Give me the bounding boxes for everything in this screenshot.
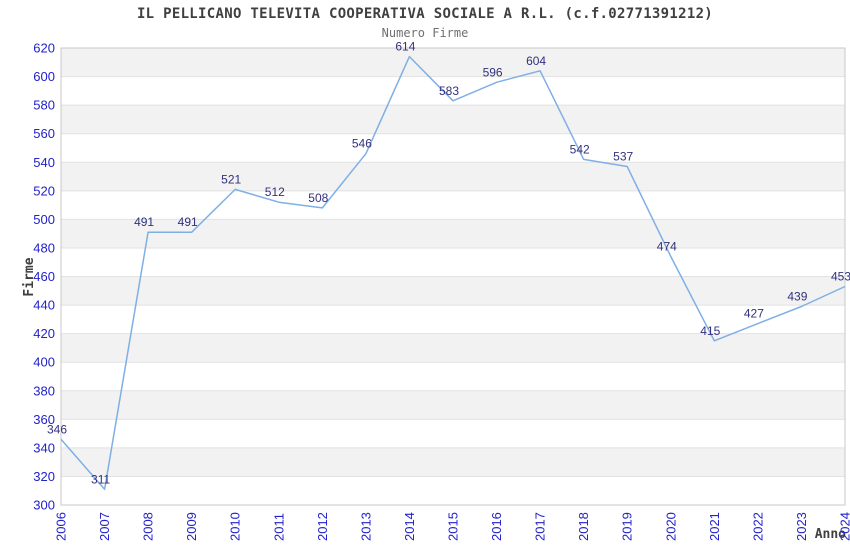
grid-band [61,362,845,391]
chart-subtitle: Numero Firme [381,26,469,40]
x-tick-label: 2024 [838,512,850,541]
x-axis-title: Anno [814,527,846,542]
grid-band [61,133,845,163]
grid-band [61,447,845,477]
y-tick-label: 320 [33,469,55,484]
grid-band [61,276,845,306]
data-label: 546 [352,137,372,151]
x-tick-label: 2013 [358,512,373,541]
y-tick-label: 580 [33,98,55,113]
y-tick-label: 480 [33,240,55,255]
y-tick-label: 340 [33,440,55,455]
data-label: 614 [395,40,415,54]
grid-band [61,105,845,134]
x-tick-label: 2015 [446,512,461,541]
y-tick-label: 520 [33,183,55,198]
x-tick-label: 2019 [620,512,635,541]
y-tick-label: 600 [33,69,55,84]
data-label: 427 [744,307,764,321]
data-label: 346 [47,422,67,436]
x-tick-label: 2012 [315,512,330,541]
data-label: 453 [831,270,850,284]
data-label: 604 [526,54,546,68]
y-tick-label: 380 [33,383,55,398]
x-tick-label: 2018 [576,512,591,541]
data-label: 521 [221,172,241,186]
data-label: 596 [483,65,503,79]
grid-band [61,190,845,220]
grid-band [61,305,845,334]
x-tick-label: 2022 [750,512,765,541]
x-tick-label: 2014 [402,512,417,541]
y-tick-label: 620 [33,41,55,56]
plot-border [60,47,846,506]
grid-band [61,219,845,248]
data-label: 415 [700,324,720,338]
data-label: 491 [134,215,154,229]
x-tick-label: 2020 [663,512,678,541]
x-tick-label: 2016 [489,512,504,541]
grid-band [61,390,845,420]
grid-band [61,419,845,448]
grid-band [61,333,845,363]
data-label: 508 [308,191,328,205]
y-tick-label: 440 [33,298,55,313]
grid-band [61,247,845,277]
y-tick-label: 500 [33,212,55,227]
data-label: 583 [439,84,459,98]
x-tick-label: 2021 [707,512,722,541]
y-tick-label: 300 [33,498,55,513]
data-label: 474 [657,240,677,254]
data-label: 512 [265,185,285,199]
x-tick-label: 2023 [794,512,809,541]
x-tick-label: 2011 [271,513,286,541]
data-label: 439 [787,290,807,304]
series-line [60,55,846,491]
chart-title: IL PELLICANO TELEVITA COOPERATIVA SOCIAL… [136,6,714,22]
y-tick-label: 360 [33,412,55,427]
y-tick-label: 400 [33,355,55,370]
data-label: 542 [570,142,590,156]
x-tick-label: 2007 [97,512,112,541]
data-label: 491 [178,215,198,229]
x-tick-label: 2017 [533,512,548,541]
x-tick-label: 2006 [54,512,69,541]
data-label: 537 [613,150,633,164]
y-tick-label: 420 [33,326,55,341]
grid-band [61,48,845,77]
x-tick-label: 2010 [228,512,243,541]
data-label: 311 [91,472,110,486]
y-tick-label: 560 [33,126,55,141]
grid-band [61,476,845,505]
grid-band [61,162,845,191]
x-tick-label: 2008 [141,512,156,541]
y-tick-label: 540 [33,155,55,170]
y-tick-label: 460 [33,269,55,284]
x-tick-label: 2009 [184,512,199,541]
